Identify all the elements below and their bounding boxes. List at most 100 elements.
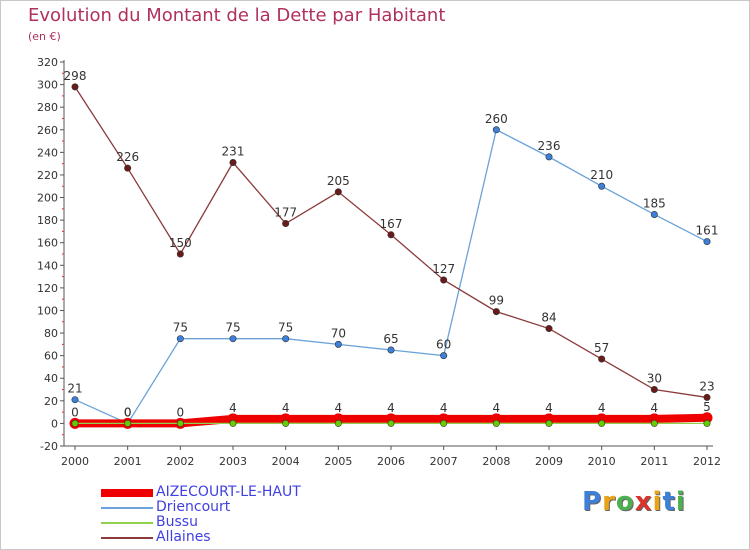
data-label: 4	[229, 401, 237, 415]
data-point	[650, 210, 658, 218]
x-tick-label: 2012	[693, 455, 721, 468]
y-tick-label: 100	[37, 304, 58, 317]
data-point	[334, 188, 342, 196]
y-tick-label: -20	[40, 440, 58, 453]
logo-letter: o	[615, 487, 635, 517]
logo-letter: x	[634, 487, 653, 517]
data-point	[703, 419, 711, 427]
data-point	[387, 231, 395, 239]
data-point	[598, 182, 606, 190]
data-point	[387, 346, 395, 354]
legend-swatch	[101, 489, 153, 497]
data-point	[701, 412, 713, 424]
x-tick-label: 2011	[640, 455, 668, 468]
data-point	[71, 396, 79, 404]
y-tick-label: 180	[37, 214, 58, 227]
data-label: 30	[647, 372, 662, 386]
data-label: 4	[545, 401, 553, 415]
y-tick-label: 220	[37, 169, 58, 182]
data-label: 205	[327, 174, 350, 188]
data-point	[545, 153, 553, 161]
data-label: 4	[598, 401, 606, 415]
x-tick-label: 2006	[377, 455, 405, 468]
data-label: 0	[71, 405, 79, 419]
data-label: 177	[274, 206, 297, 220]
data-label: 23	[699, 379, 714, 393]
data-label: 4	[493, 401, 501, 415]
y-tick-label: 80	[44, 327, 58, 340]
data-point	[492, 308, 500, 316]
x-tick-label: 2004	[272, 455, 300, 468]
data-point	[176, 335, 184, 343]
y-tick-label: 300	[37, 79, 58, 92]
data-point	[71, 83, 79, 91]
data-point	[545, 419, 553, 427]
y-tick-label: 20	[44, 395, 58, 408]
data-label: 210	[590, 168, 613, 182]
data-label: 4	[335, 401, 343, 415]
data-label: 231	[222, 145, 245, 159]
data-point	[176, 419, 184, 427]
data-point	[71, 419, 79, 427]
data-label: 185	[643, 196, 666, 210]
data-label: 150	[169, 236, 192, 250]
x-tick-label: 2000	[61, 455, 89, 468]
data-label: 21	[67, 382, 82, 396]
x-tick-label: 2005	[324, 455, 352, 468]
data-label: 0	[124, 405, 132, 419]
x-tick-label: 2001	[114, 455, 142, 468]
data-point	[229, 419, 237, 427]
data-label: 75	[278, 321, 293, 335]
data-point	[703, 238, 711, 246]
data-point	[334, 419, 342, 427]
data-point	[282, 220, 290, 228]
data-label: 57	[594, 341, 609, 355]
data-point	[440, 419, 448, 427]
data-label: 298	[64, 69, 87, 83]
x-tick-label: 2010	[588, 455, 616, 468]
legend-label: Driencourt	[156, 499, 231, 515]
x-tick-label: 2008	[482, 455, 510, 468]
y-tick-label: 260	[37, 124, 58, 137]
data-point	[598, 355, 606, 363]
data-point	[598, 419, 606, 427]
data-label: 75	[225, 321, 240, 335]
x-tick-label: 2009	[535, 455, 563, 468]
y-tick-label: 280	[37, 101, 58, 114]
data-point	[650, 386, 658, 394]
y-tick-label: 120	[37, 282, 58, 295]
data-label: 65	[383, 332, 398, 346]
data-label: 161	[696, 224, 719, 238]
y-tick-label: 240	[37, 146, 58, 159]
data-point	[229, 335, 237, 343]
data-label: 4	[282, 401, 290, 415]
legend-label: Allaines	[156, 529, 211, 545]
chart-title: Evolution du Montant de la Dette par Hab…	[28, 5, 446, 26]
data-label: 0	[177, 405, 185, 419]
logo-letter: r	[602, 487, 616, 517]
data-point	[545, 325, 553, 333]
logo-letter: i	[675, 487, 686, 517]
data-label: 0	[124, 405, 132, 419]
series-bussu	[71, 419, 711, 427]
legend-label: AIZECOURT-LE-HAUT	[156, 484, 301, 500]
y-tick-label: 160	[37, 237, 58, 250]
data-label: 84	[541, 311, 556, 325]
x-tick-label: 2002	[166, 455, 194, 468]
data-point	[282, 335, 290, 343]
data-point	[387, 419, 395, 427]
data-point	[492, 126, 500, 134]
y-tick-label: 320	[37, 56, 58, 69]
legend-swatch	[101, 522, 153, 524]
data-point	[229, 159, 237, 167]
legend-label: Bussu	[156, 514, 198, 530]
series-allaines: 298 226 150 231 177 205 167 127 99 84 57 30 23	[64, 69, 715, 401]
y-tick-label: 40	[44, 372, 58, 385]
data-label: 4	[440, 401, 448, 415]
proxiti-logo: Proxiti	[582, 487, 686, 517]
chart-subtitle: (en €)	[28, 30, 61, 43]
data-label: 127	[432, 262, 455, 276]
data-point	[176, 250, 184, 258]
logo-letter: P	[582, 487, 603, 517]
